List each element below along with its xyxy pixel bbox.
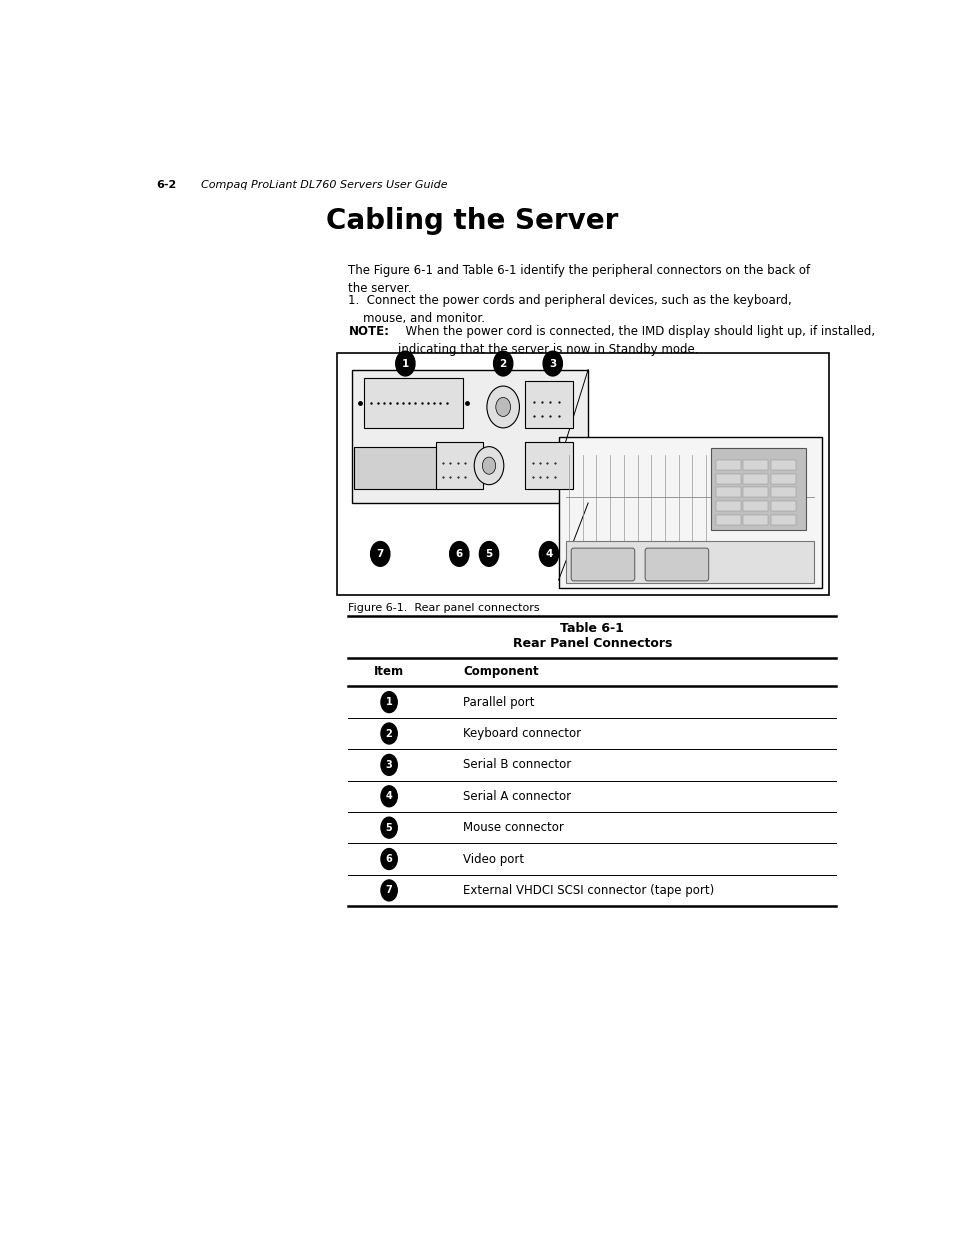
Text: Rear Panel Connectors: Rear Panel Connectors <box>512 637 672 650</box>
Text: Parallel port: Parallel port <box>462 695 534 709</box>
Circle shape <box>380 881 396 900</box>
Circle shape <box>395 351 415 375</box>
Text: 2: 2 <box>499 358 506 368</box>
Text: 7: 7 <box>385 885 392 895</box>
FancyBboxPatch shape <box>742 501 767 511</box>
FancyBboxPatch shape <box>715 488 740 498</box>
Circle shape <box>380 755 396 776</box>
Circle shape <box>474 447 503 484</box>
FancyBboxPatch shape <box>571 548 634 580</box>
Text: Item: Item <box>374 664 404 678</box>
FancyBboxPatch shape <box>715 461 740 471</box>
Circle shape <box>496 398 510 416</box>
Text: Serial B connector: Serial B connector <box>462 758 571 772</box>
FancyBboxPatch shape <box>771 461 796 471</box>
Text: Serial A connector: Serial A connector <box>462 789 571 803</box>
Text: 1.  Connect the power cords and peripheral devices, such as the keyboard,
    mo: 1. Connect the power cords and periphera… <box>348 294 791 325</box>
FancyBboxPatch shape <box>742 474 767 484</box>
FancyBboxPatch shape <box>436 442 482 489</box>
Text: Compaq ProLiant DL760 Servers User Guide: Compaq ProLiant DL760 Servers User Guide <box>200 180 447 190</box>
FancyBboxPatch shape <box>771 515 796 525</box>
Polygon shape <box>558 369 588 580</box>
Text: 3: 3 <box>385 760 392 769</box>
Text: Component: Component <box>462 664 538 678</box>
FancyBboxPatch shape <box>644 548 708 580</box>
Text: 4: 4 <box>385 792 392 802</box>
Text: 4: 4 <box>545 548 552 559</box>
FancyBboxPatch shape <box>742 461 767 471</box>
Text: NOTE:: NOTE: <box>348 325 389 338</box>
FancyBboxPatch shape <box>352 369 588 503</box>
FancyBboxPatch shape <box>715 474 740 484</box>
FancyBboxPatch shape <box>742 488 767 498</box>
Circle shape <box>542 351 561 375</box>
FancyBboxPatch shape <box>771 501 796 511</box>
Text: 3: 3 <box>549 358 556 368</box>
Circle shape <box>493 351 513 375</box>
FancyBboxPatch shape <box>715 501 740 511</box>
FancyBboxPatch shape <box>525 380 572 427</box>
Text: Figure 6-1.  Rear panel connectors: Figure 6-1. Rear panel connectors <box>348 603 539 613</box>
Text: 1: 1 <box>385 697 392 708</box>
Circle shape <box>370 542 390 567</box>
FancyBboxPatch shape <box>710 448 805 530</box>
Text: 2: 2 <box>385 729 392 739</box>
Circle shape <box>449 542 469 567</box>
Circle shape <box>380 722 396 743</box>
Circle shape <box>538 542 558 567</box>
FancyBboxPatch shape <box>337 353 828 595</box>
FancyBboxPatch shape <box>771 474 796 484</box>
FancyBboxPatch shape <box>525 442 572 489</box>
Circle shape <box>486 387 518 427</box>
Text: Table 6-1: Table 6-1 <box>560 621 623 635</box>
Text: External VHDCI SCSI connector (tape port): External VHDCI SCSI connector (tape port… <box>462 884 714 897</box>
FancyBboxPatch shape <box>364 378 462 427</box>
Circle shape <box>479 542 498 567</box>
Text: 5: 5 <box>385 823 392 832</box>
Text: 5: 5 <box>485 548 492 559</box>
Text: 6: 6 <box>456 548 462 559</box>
FancyBboxPatch shape <box>742 515 767 525</box>
FancyBboxPatch shape <box>715 515 740 525</box>
Circle shape <box>380 785 396 806</box>
Text: 7: 7 <box>376 548 383 559</box>
FancyBboxPatch shape <box>354 447 438 489</box>
Text: Video port: Video port <box>462 852 523 866</box>
FancyBboxPatch shape <box>565 541 814 583</box>
Circle shape <box>482 457 496 474</box>
Text: Cabling the Server: Cabling the Server <box>326 207 618 235</box>
FancyBboxPatch shape <box>771 488 796 498</box>
Text: When the power cord is connected, the IMD display should light up, if installed,: When the power cord is connected, the IM… <box>397 325 874 356</box>
Text: Keyboard connector: Keyboard connector <box>462 727 580 740</box>
Text: The Figure 6-1 and Table 6-1 identify the peripheral connectors on the back of
t: The Figure 6-1 and Table 6-1 identify th… <box>348 264 810 295</box>
Text: 1: 1 <box>401 358 409 368</box>
Text: 6: 6 <box>385 855 392 864</box>
Circle shape <box>380 818 396 839</box>
Circle shape <box>380 848 396 869</box>
Circle shape <box>380 692 396 713</box>
Text: 6-2: 6-2 <box>156 180 176 190</box>
Text: Mouse connector: Mouse connector <box>462 821 563 834</box>
FancyBboxPatch shape <box>558 437 821 588</box>
